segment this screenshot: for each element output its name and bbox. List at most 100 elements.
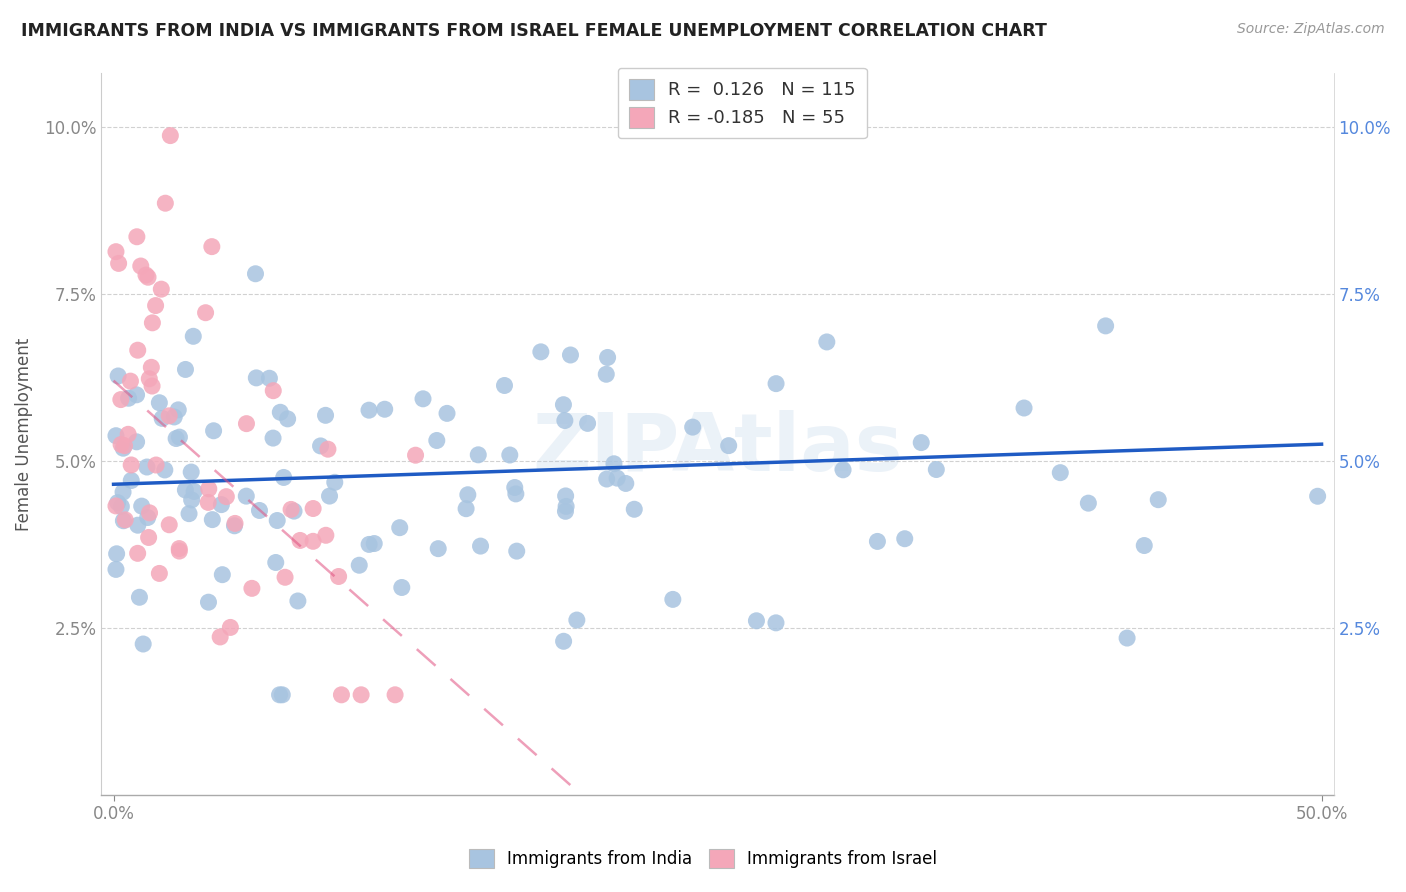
Point xyxy=(112,485,135,500)
Point xyxy=(135,268,157,282)
Point xyxy=(181,329,204,343)
Point xyxy=(765,376,787,391)
Point xyxy=(127,343,149,358)
Point xyxy=(129,259,152,273)
Point xyxy=(893,532,915,546)
Point xyxy=(245,267,267,281)
Point xyxy=(388,521,411,535)
Point xyxy=(125,434,148,449)
Point xyxy=(174,362,197,376)
Point xyxy=(120,474,142,488)
Point xyxy=(269,688,291,702)
Point xyxy=(315,528,337,542)
Point xyxy=(125,388,148,402)
Point xyxy=(148,566,170,581)
Point xyxy=(530,344,553,359)
Point xyxy=(235,489,257,503)
Point xyxy=(145,458,167,472)
Point xyxy=(145,299,167,313)
Point xyxy=(127,518,149,533)
Point xyxy=(201,239,224,253)
Point xyxy=(201,513,224,527)
Point xyxy=(349,558,371,573)
Point xyxy=(120,458,142,472)
Point xyxy=(717,439,740,453)
Point xyxy=(183,484,205,499)
Point xyxy=(112,514,135,528)
Point xyxy=(240,582,263,596)
Point xyxy=(467,448,489,462)
Point xyxy=(1049,466,1071,480)
Point xyxy=(866,534,889,549)
Point xyxy=(105,547,128,561)
Text: IMMIGRANTS FROM INDIA VS IMMIGRANTS FROM ISRAEL FEMALE UNEMPLOYMENT CORRELATION : IMMIGRANTS FROM INDIA VS IMMIGRANTS FROM… xyxy=(21,22,1047,40)
Point xyxy=(596,472,619,486)
Point xyxy=(141,379,163,393)
Point xyxy=(280,502,302,516)
Point xyxy=(132,637,155,651)
Point xyxy=(374,402,396,417)
Point xyxy=(596,351,619,365)
Point xyxy=(470,539,492,553)
Point xyxy=(384,688,406,702)
Point xyxy=(1077,496,1099,510)
Point xyxy=(316,442,339,457)
Point xyxy=(167,402,190,417)
Point xyxy=(328,569,350,583)
Point xyxy=(264,556,287,570)
Point xyxy=(405,448,427,462)
Text: ZIPAtlas: ZIPAtlas xyxy=(533,409,903,488)
Point xyxy=(219,620,242,634)
Point xyxy=(494,378,516,392)
Point xyxy=(209,498,232,512)
Point xyxy=(288,533,311,548)
Point xyxy=(127,546,149,560)
Point xyxy=(412,392,434,406)
Point xyxy=(506,544,529,558)
Point xyxy=(150,282,173,296)
Point xyxy=(554,489,576,503)
Point xyxy=(323,475,346,490)
Point xyxy=(1094,318,1116,333)
Point xyxy=(363,536,385,550)
Point xyxy=(110,392,132,407)
Point xyxy=(426,434,449,448)
Point xyxy=(1306,489,1329,503)
Point xyxy=(107,256,129,270)
Point xyxy=(104,499,127,513)
Point xyxy=(249,503,271,517)
Point xyxy=(554,413,576,427)
Point xyxy=(1133,539,1156,553)
Point xyxy=(553,634,575,648)
Point xyxy=(180,492,202,507)
Point xyxy=(159,128,181,143)
Point xyxy=(197,595,219,609)
Point xyxy=(224,518,246,533)
Point xyxy=(138,531,160,545)
Point xyxy=(505,487,527,501)
Point xyxy=(287,594,309,608)
Point xyxy=(262,431,284,445)
Point xyxy=(104,428,127,442)
Point xyxy=(359,537,381,551)
Point xyxy=(815,334,838,349)
Point xyxy=(271,688,294,702)
Point xyxy=(153,463,176,477)
Legend: Immigrants from India, Immigrants from Israel: Immigrants from India, Immigrants from I… xyxy=(463,842,943,875)
Point xyxy=(910,435,932,450)
Point xyxy=(194,306,217,320)
Point xyxy=(330,688,353,702)
Point xyxy=(315,409,337,423)
Point xyxy=(136,510,159,524)
Point xyxy=(832,463,855,477)
Point xyxy=(266,514,288,528)
Point xyxy=(456,501,478,516)
Point xyxy=(436,406,458,420)
Point xyxy=(169,544,191,558)
Legend: R =  0.126   N = 115, R = -0.185   N = 55: R = 0.126 N = 115, R = -0.185 N = 55 xyxy=(617,68,866,138)
Point xyxy=(138,372,160,386)
Point xyxy=(576,417,599,431)
Point xyxy=(141,360,163,375)
Point xyxy=(110,437,132,451)
Point xyxy=(603,457,626,471)
